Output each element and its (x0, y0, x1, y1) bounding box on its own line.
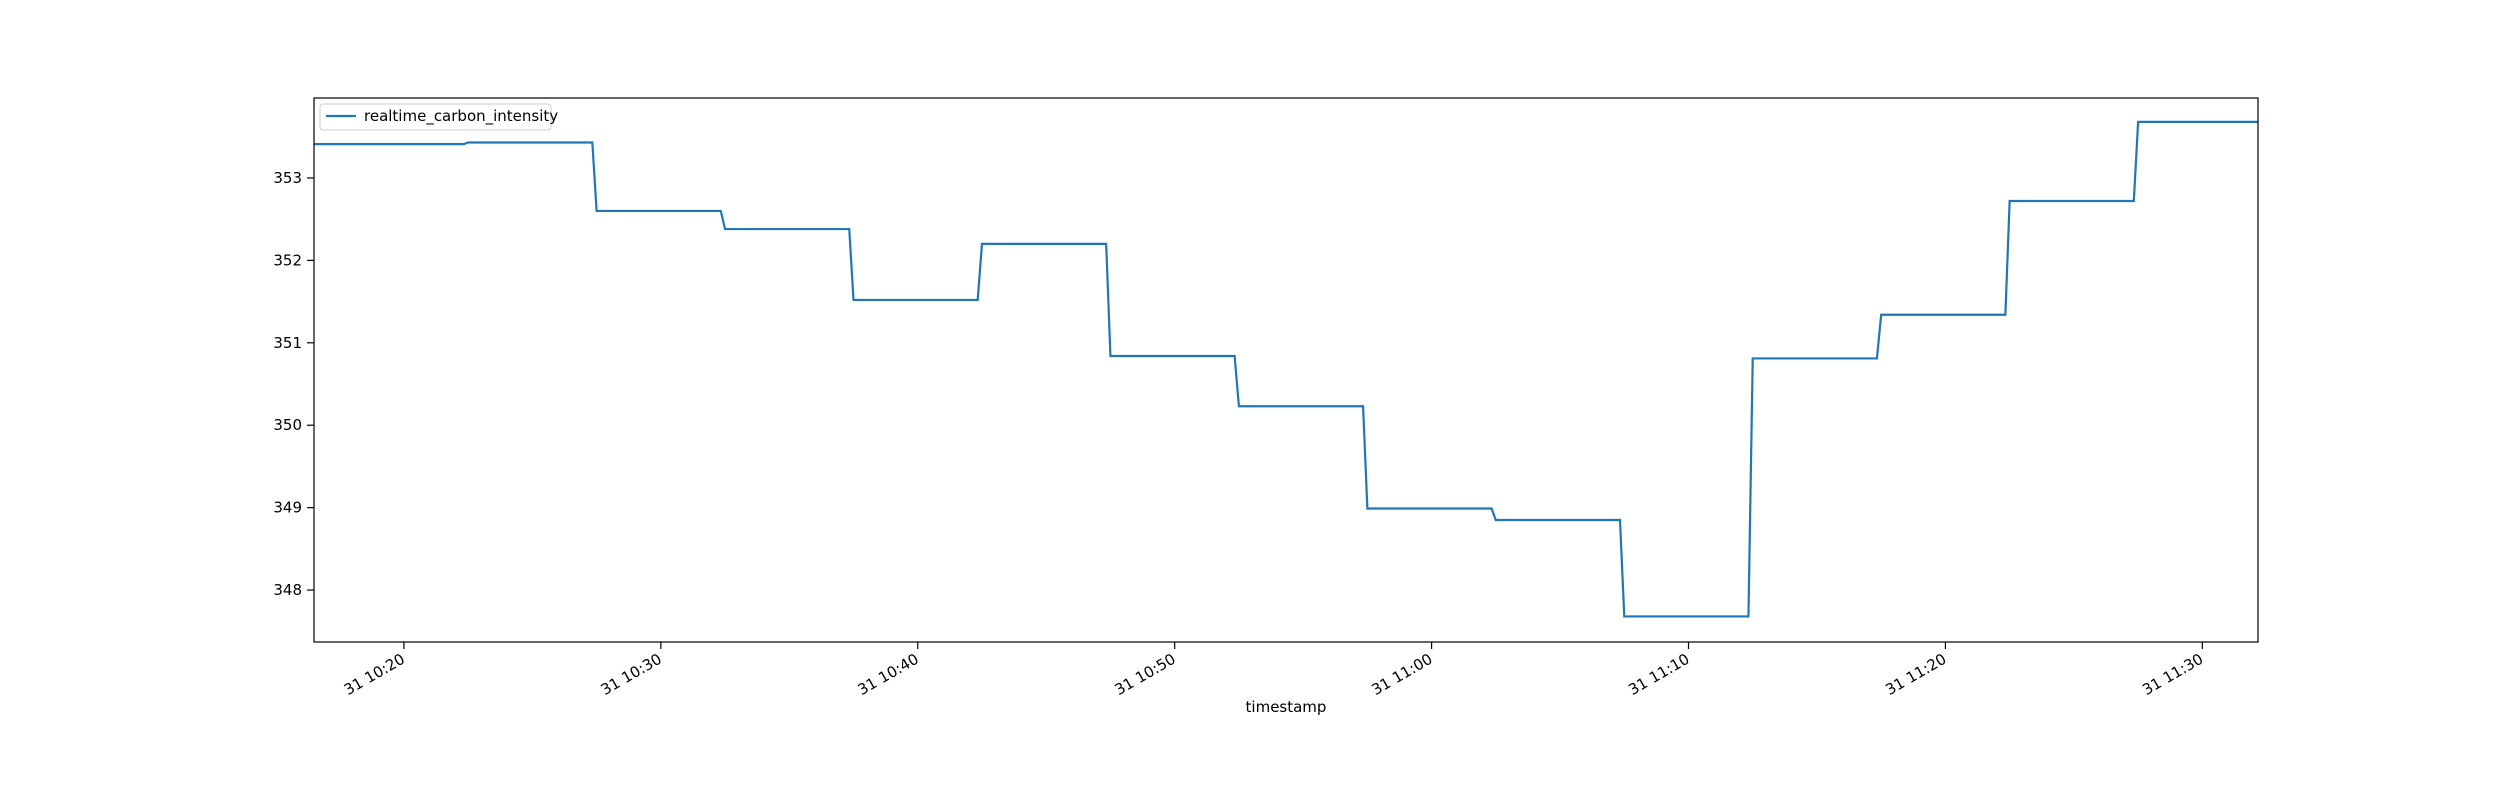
plot-frame (313, 97, 2259, 643)
x-tick-label: 31 10:30 (598, 650, 665, 699)
x-tick-label: 31 10:50 (1112, 650, 1179, 699)
y-tick-label: 350 (273, 416, 302, 434)
x-tick-label: 31 11:00 (1368, 650, 1435, 699)
y-tick-label: 351 (273, 334, 302, 352)
x-tick-label: 31 11:30 (2139, 650, 2206, 699)
y-tick-label: 353 (273, 169, 302, 187)
legend: realtime_carbon_intensity (319, 103, 558, 131)
y-tick-label: 348 (273, 581, 302, 599)
x-axis-title: timestamp (1246, 698, 1327, 716)
x-axis: 31 10:20 31 10:30 31 10:40 31 10:50 31 11:00… (341, 642, 2206, 699)
y-tick-label: 349 (273, 499, 302, 517)
legend-label: realtime_carbon_intensity (364, 107, 558, 126)
x-tick-label: 31 11:10 (1625, 650, 1692, 699)
plot-area (314, 98, 2258, 642)
x-tick-label: 31 11:20 (1882, 650, 1949, 699)
x-tick-label: 31 10:20 (341, 650, 408, 699)
y-axis: 348 349 350 351 352 353 (273, 169, 314, 599)
legend-box (319, 103, 552, 131)
x-tick-label: 31 10:40 (855, 650, 922, 699)
y-tick-label: 352 (273, 251, 302, 269)
series-line (314, 120, 2258, 618)
